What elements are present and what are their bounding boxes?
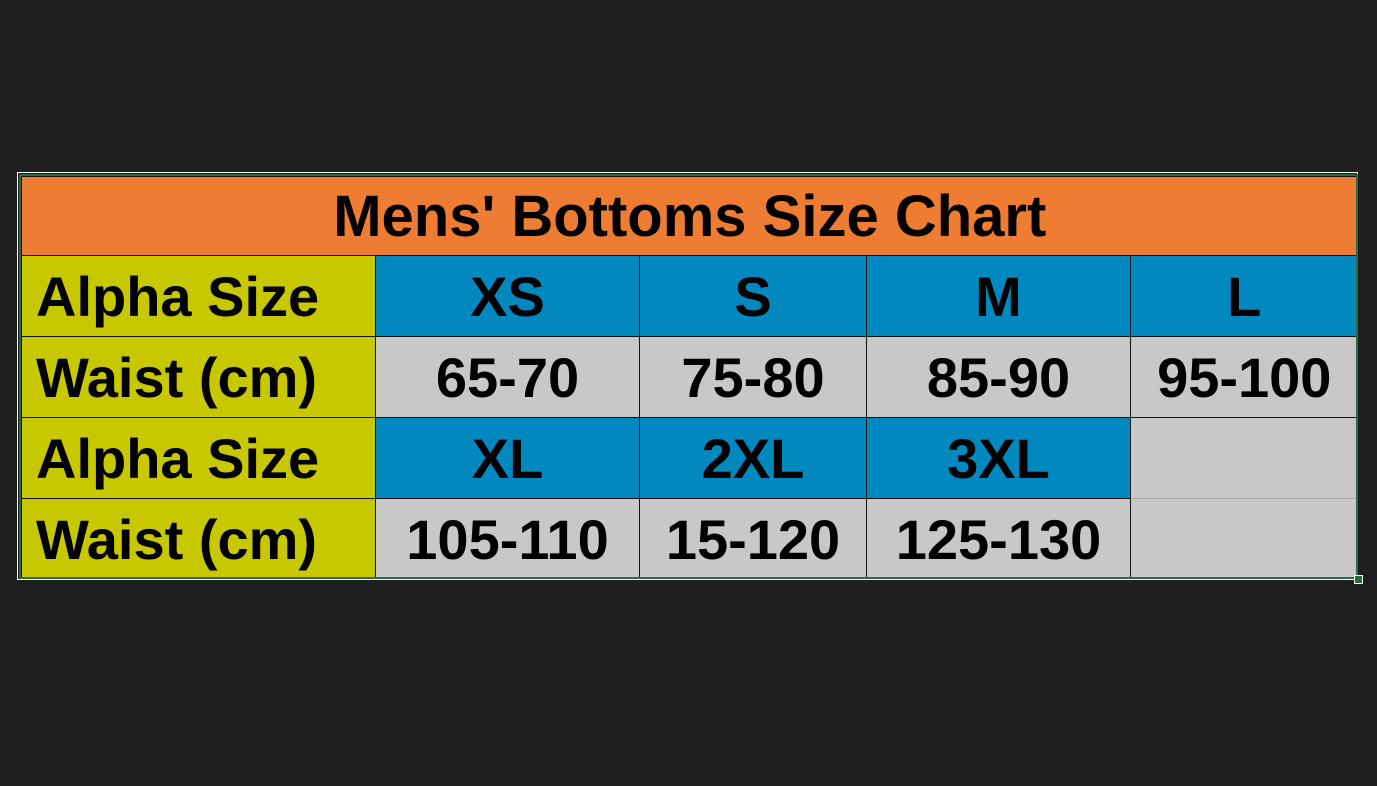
waist-cell[interactable]: 75-80 <box>639 336 867 418</box>
empty-cell[interactable] <box>1130 417 1358 499</box>
fill-handle[interactable] <box>1354 575 1363 584</box>
waist-cell[interactable]: 15-120 <box>639 498 867 579</box>
row-label[interactable]: Waist (cm) <box>21 336 376 418</box>
size-chart-table: Mens' Bottoms Size Chart Alpha Size XS S… <box>21 176 1358 579</box>
waist-cell[interactable]: 105-110 <box>375 498 640 579</box>
size-cell[interactable]: XL <box>375 417 640 499</box>
waist-cell[interactable]: 85-90 <box>866 336 1131 418</box>
row-label[interactable]: Waist (cm) <box>21 498 376 579</box>
size-cell[interactable]: 3XL <box>866 417 1131 499</box>
size-cell[interactable]: S <box>639 255 867 337</box>
waist-cell[interactable]: 95-100 <box>1130 336 1358 418</box>
size-cell[interactable]: XS <box>375 255 640 337</box>
waist-cell[interactable]: 125-130 <box>866 498 1131 579</box>
size-cell[interactable]: L <box>1130 255 1358 337</box>
row-label[interactable]: Alpha Size <box>21 417 376 499</box>
size-cell[interactable]: M <box>866 255 1131 337</box>
chart-title: Mens' Bottoms Size Chart <box>21 176 1358 256</box>
empty-cell[interactable] <box>1130 498 1358 579</box>
row-label[interactable]: Alpha Size <box>21 255 376 337</box>
size-cell[interactable]: 2XL <box>639 417 867 499</box>
waist-cell[interactable]: 65-70 <box>375 336 640 418</box>
